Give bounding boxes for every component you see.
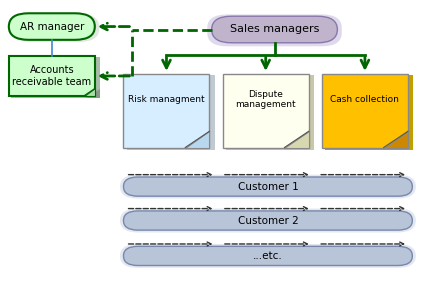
Text: Sales managers: Sales managers (230, 24, 319, 35)
Text: Customer 1: Customer 1 (238, 182, 298, 191)
Text: Accounts
receivable team: Accounts receivable team (12, 65, 91, 87)
Polygon shape (86, 89, 100, 98)
Polygon shape (9, 56, 95, 96)
FancyBboxPatch shape (9, 13, 95, 40)
Polygon shape (84, 88, 95, 96)
FancyBboxPatch shape (123, 246, 412, 266)
Polygon shape (127, 75, 215, 150)
Polygon shape (284, 131, 309, 148)
Text: Cash collection: Cash collection (330, 95, 400, 104)
Text: Customer 2: Customer 2 (238, 216, 298, 225)
Polygon shape (226, 75, 314, 150)
FancyBboxPatch shape (11, 14, 99, 42)
Polygon shape (123, 74, 209, 148)
FancyBboxPatch shape (212, 16, 337, 43)
FancyBboxPatch shape (120, 209, 416, 232)
Text: Dispute
management: Dispute management (235, 90, 296, 109)
Text: Risk managment: Risk managment (128, 95, 205, 104)
Polygon shape (325, 75, 413, 150)
FancyBboxPatch shape (120, 244, 416, 268)
FancyBboxPatch shape (207, 14, 342, 46)
Polygon shape (322, 74, 408, 148)
Polygon shape (223, 74, 309, 148)
Text: AR manager: AR manager (20, 22, 84, 32)
FancyBboxPatch shape (123, 211, 412, 230)
Polygon shape (384, 131, 408, 148)
Polygon shape (185, 131, 209, 148)
FancyBboxPatch shape (120, 175, 416, 199)
Text: ...etc.: ...etc. (253, 251, 283, 261)
FancyBboxPatch shape (123, 177, 412, 196)
Polygon shape (11, 57, 100, 98)
